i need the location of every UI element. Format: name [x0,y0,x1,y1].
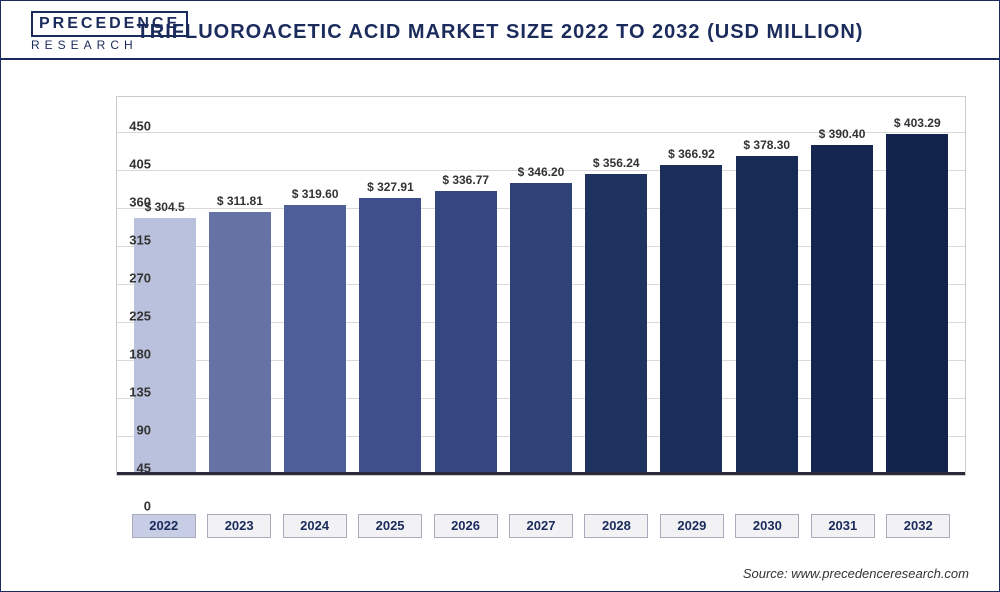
bar [284,205,346,475]
y-tick-label: 360 [116,195,151,210]
x-label-2026[interactable]: 2026 [434,514,498,538]
plot-area: $ 304.5$ 311.81$ 319.60$ 327.91$ 336.77$… [116,96,966,476]
bar [209,212,271,475]
x-label-2024[interactable]: 2024 [283,514,347,538]
bar-2029: $ 366.92 [660,147,722,475]
y-tick-label: 405 [116,157,151,172]
y-tick-label: 180 [116,347,151,362]
bar-value-label: $ 311.81 [217,194,263,208]
bar-value-label: $ 327.91 [367,180,414,194]
bar [510,183,572,475]
bar-value-label: $ 336.77 [442,173,489,187]
y-tick-label: 315 [116,233,151,248]
bar-value-label: $ 319.60 [292,187,339,201]
bar-value-label: $ 356.24 [593,156,640,170]
y-tick-label: 225 [116,309,151,324]
y-tick-label: 45 [116,461,151,476]
bar [660,165,722,475]
y-tick-label: 270 [116,271,151,286]
x-label-2029[interactable]: 2029 [660,514,724,538]
logo: PRECEDENCE RESEARCH [31,11,188,51]
bar-2030: $ 378.30 [736,138,798,475]
bar-value-label: $ 366.92 [668,147,715,161]
bar [886,134,948,475]
bar-value-label: $ 390.40 [819,127,866,141]
bar [585,174,647,475]
x-label-2025[interactable]: 2025 [358,514,422,538]
bar [736,156,798,475]
bar [435,191,497,475]
bar-2032: $ 403.29 [886,116,948,475]
logo-bottom: RESEARCH [31,39,188,51]
x-label-2030[interactable]: 2030 [735,514,799,538]
logo-top: PRECEDENCE [31,11,188,37]
bar-2027: $ 346.20 [510,165,572,475]
bar-value-label: $ 346.20 [518,165,565,179]
y-tick-label: 135 [116,385,151,400]
bars-group: $ 304.5$ 311.81$ 319.60$ 327.91$ 336.77$… [117,97,965,475]
chart-container: PRECEDENCE RESEARCH TRIFLUOROACETIC ACID… [0,0,1000,592]
source-text: Source: www.precedenceresearch.com [743,566,969,581]
y-tick-label: 90 [116,423,151,438]
y-tick-label: 0 [116,499,151,514]
bar-2025: $ 327.91 [359,180,421,475]
bar-2031: $ 390.40 [811,127,873,475]
bar-2028: $ 356.24 [585,156,647,475]
bar-value-label: $ 403.29 [894,116,941,130]
bar-value-label: $ 378.30 [743,138,790,152]
x-label-2032[interactable]: 2032 [886,514,950,538]
x-axis-labels: 2022 2023 2024 2025 2026 2027 2028 2029 2030 2031… [116,514,966,538]
chart-area: $ 304.5$ 311.81$ 319.60$ 327.91$ 336.77$… [76,96,966,506]
x-label-2028[interactable]: 2028 [584,514,648,538]
bar [359,198,421,475]
x-label-2027[interactable]: 2027 [509,514,573,538]
x-label-2023[interactable]: 2023 [207,514,271,538]
y-tick-label: 450 [116,119,151,134]
baseline [117,472,965,475]
x-label-2031[interactable]: 2031 [811,514,875,538]
bar [811,145,873,475]
bar-2026: $ 336.77 [435,173,497,475]
bar-2023: $ 311.81 [209,194,271,475]
bar-2024: $ 319.60 [284,187,346,475]
x-label-2022[interactable]: 2022 [132,514,196,538]
